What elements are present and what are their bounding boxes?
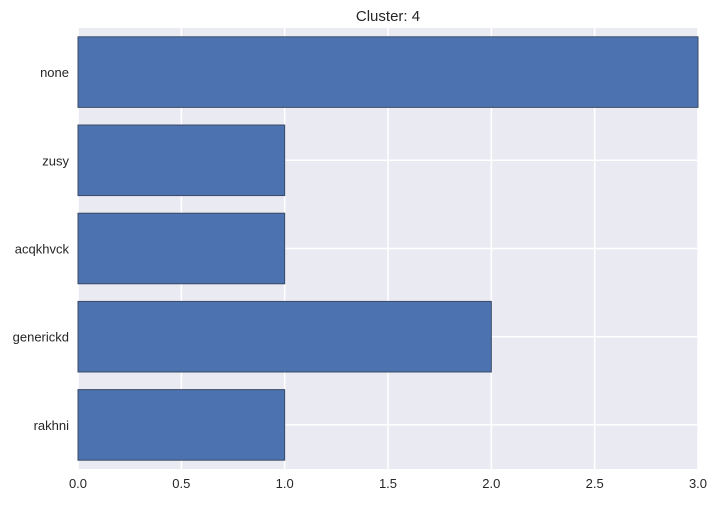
bars	[77, 36, 699, 461]
y-tick-label: zusy	[42, 153, 69, 168]
chart-title: Cluster: 4	[356, 8, 420, 25]
y-tick-label: rakhni	[34, 418, 70, 433]
bar-rakhni	[77, 389, 286, 461]
bar-none	[77, 36, 699, 108]
bar-acqkhvck	[77, 212, 286, 285]
bar-zusy	[77, 124, 286, 197]
bar-generickd	[77, 300, 492, 373]
x-tick-label: 1.0	[276, 476, 294, 491]
x-tick-label: 0.0	[69, 476, 87, 491]
x-tick-label: 3.0	[689, 476, 707, 491]
x-tick-label: 1.5	[379, 476, 397, 491]
x-tick-labels: 0.0 0.5 1.0 1.5 2.0 2.5 3.0	[69, 476, 707, 491]
y-tick-label: generickd	[13, 330, 69, 345]
y-tick-label: acqkhvck	[15, 242, 70, 257]
x-tick-label: 2.0	[482, 476, 500, 491]
x-tick-label: 2.5	[586, 476, 604, 491]
x-tick-label: 0.5	[172, 476, 190, 491]
y-tick-labels: none zusy acqkhvck generickd rakhni	[13, 65, 70, 433]
y-tick-label: none	[40, 65, 69, 80]
